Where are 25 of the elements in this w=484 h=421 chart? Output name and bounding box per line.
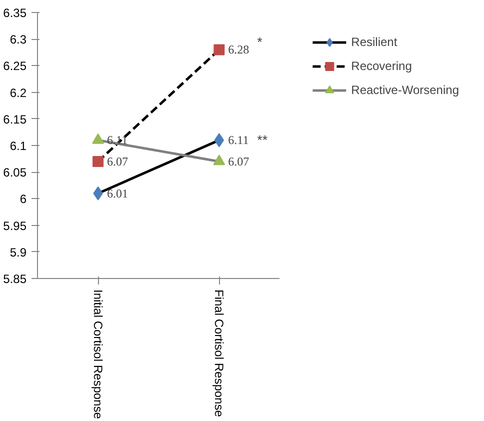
legend-label: Reactive-Worsening: [351, 83, 459, 97]
data-label: 6.07: [228, 154, 250, 168]
data-label: 6.01: [107, 186, 128, 200]
y-tick-label: 5.95: [3, 218, 27, 233]
y-tick-label: 6.35: [3, 6, 27, 20]
annotation: **: [257, 132, 268, 148]
y-tick-label: 5.9: [10, 245, 27, 260]
legend-label: Resilient: [351, 35, 398, 49]
y-tick-label: 6.2: [10, 86, 27, 100]
data-label: 6.11: [228, 133, 249, 148]
y-tick-label: 6.15: [3, 112, 27, 126]
x-tick-label: Final Cortisol Response: [212, 290, 226, 418]
point: [92, 156, 104, 167]
y-tick-label: 6.25: [3, 59, 27, 74]
data-label: 6.28: [228, 42, 250, 57]
y-tick-label: 5.85: [3, 272, 27, 286]
y-tick-label: 6.1: [10, 139, 27, 153]
y-tick-label: 6.3: [10, 32, 27, 47]
legend-label: Recovering: [351, 59, 412, 73]
point: [214, 44, 225, 56]
x-tick-label: Initial Cortisol Response: [91, 290, 106, 420]
y-tick-label: 6.05: [3, 166, 27, 180]
y-tick-label: 6: [20, 192, 27, 206]
data-label: 6.07: [107, 154, 128, 168]
annotation: *: [257, 34, 262, 50]
